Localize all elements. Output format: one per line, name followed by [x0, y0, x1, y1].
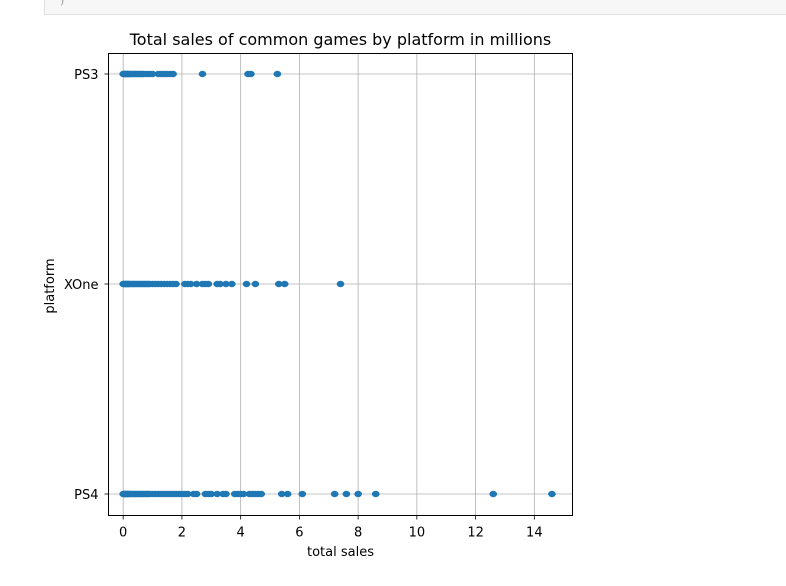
chart-title: Total sales of common games by platform …: [129, 30, 551, 49]
x-axis-label: total sales: [307, 545, 374, 560]
x-tick-label: 0: [119, 526, 127, 541]
notebook-cell-top: ): [44, 0, 786, 15]
data-point: [283, 490, 292, 498]
x-tick-label: 12: [467, 526, 484, 541]
data-point: [198, 70, 207, 78]
x-tick-label: 6: [295, 526, 303, 541]
data-point: [489, 490, 498, 498]
x-tick-label: 4: [237, 526, 245, 541]
y-tick-label: PS3: [74, 68, 98, 83]
plot-frame: [108, 53, 573, 516]
x-tick-label: 10: [409, 526, 426, 541]
data-point: [548, 490, 556, 498]
y-tick-label: PS4: [74, 488, 98, 503]
data-point: [298, 490, 307, 498]
data-point: [280, 280, 289, 288]
data-point: [257, 490, 266, 498]
data-point: [336, 280, 345, 288]
data-point: [247, 70, 255, 78]
data-point: [204, 280, 213, 288]
data-point: [222, 490, 230, 498]
data-point: [354, 490, 362, 498]
data-point: [251, 280, 260, 288]
data-point: [172, 280, 180, 288]
y-tick-label: XOne: [64, 278, 99, 293]
data-points: [119, 70, 556, 498]
data-point: [169, 70, 177, 78]
data-point: [192, 490, 201, 498]
data-point: [330, 490, 339, 498]
data-point: [242, 280, 251, 288]
data-point: [227, 280, 236, 288]
x-tick-label: 14: [526, 526, 543, 541]
data-point: [371, 490, 380, 498]
data-point: [342, 490, 351, 498]
data-point: [273, 70, 282, 78]
x-tick-label: 2: [178, 526, 186, 541]
y-axis-label: platform: [43, 258, 58, 313]
x-tick-label: 8: [354, 526, 362, 541]
cell-code-glyph: ): [59, 0, 66, 7]
x-axis-ticks: 0 2 4 6 8 10 12 14: [119, 515, 543, 541]
y-axis-ticks: PS4 XOne PS3: [64, 68, 109, 503]
